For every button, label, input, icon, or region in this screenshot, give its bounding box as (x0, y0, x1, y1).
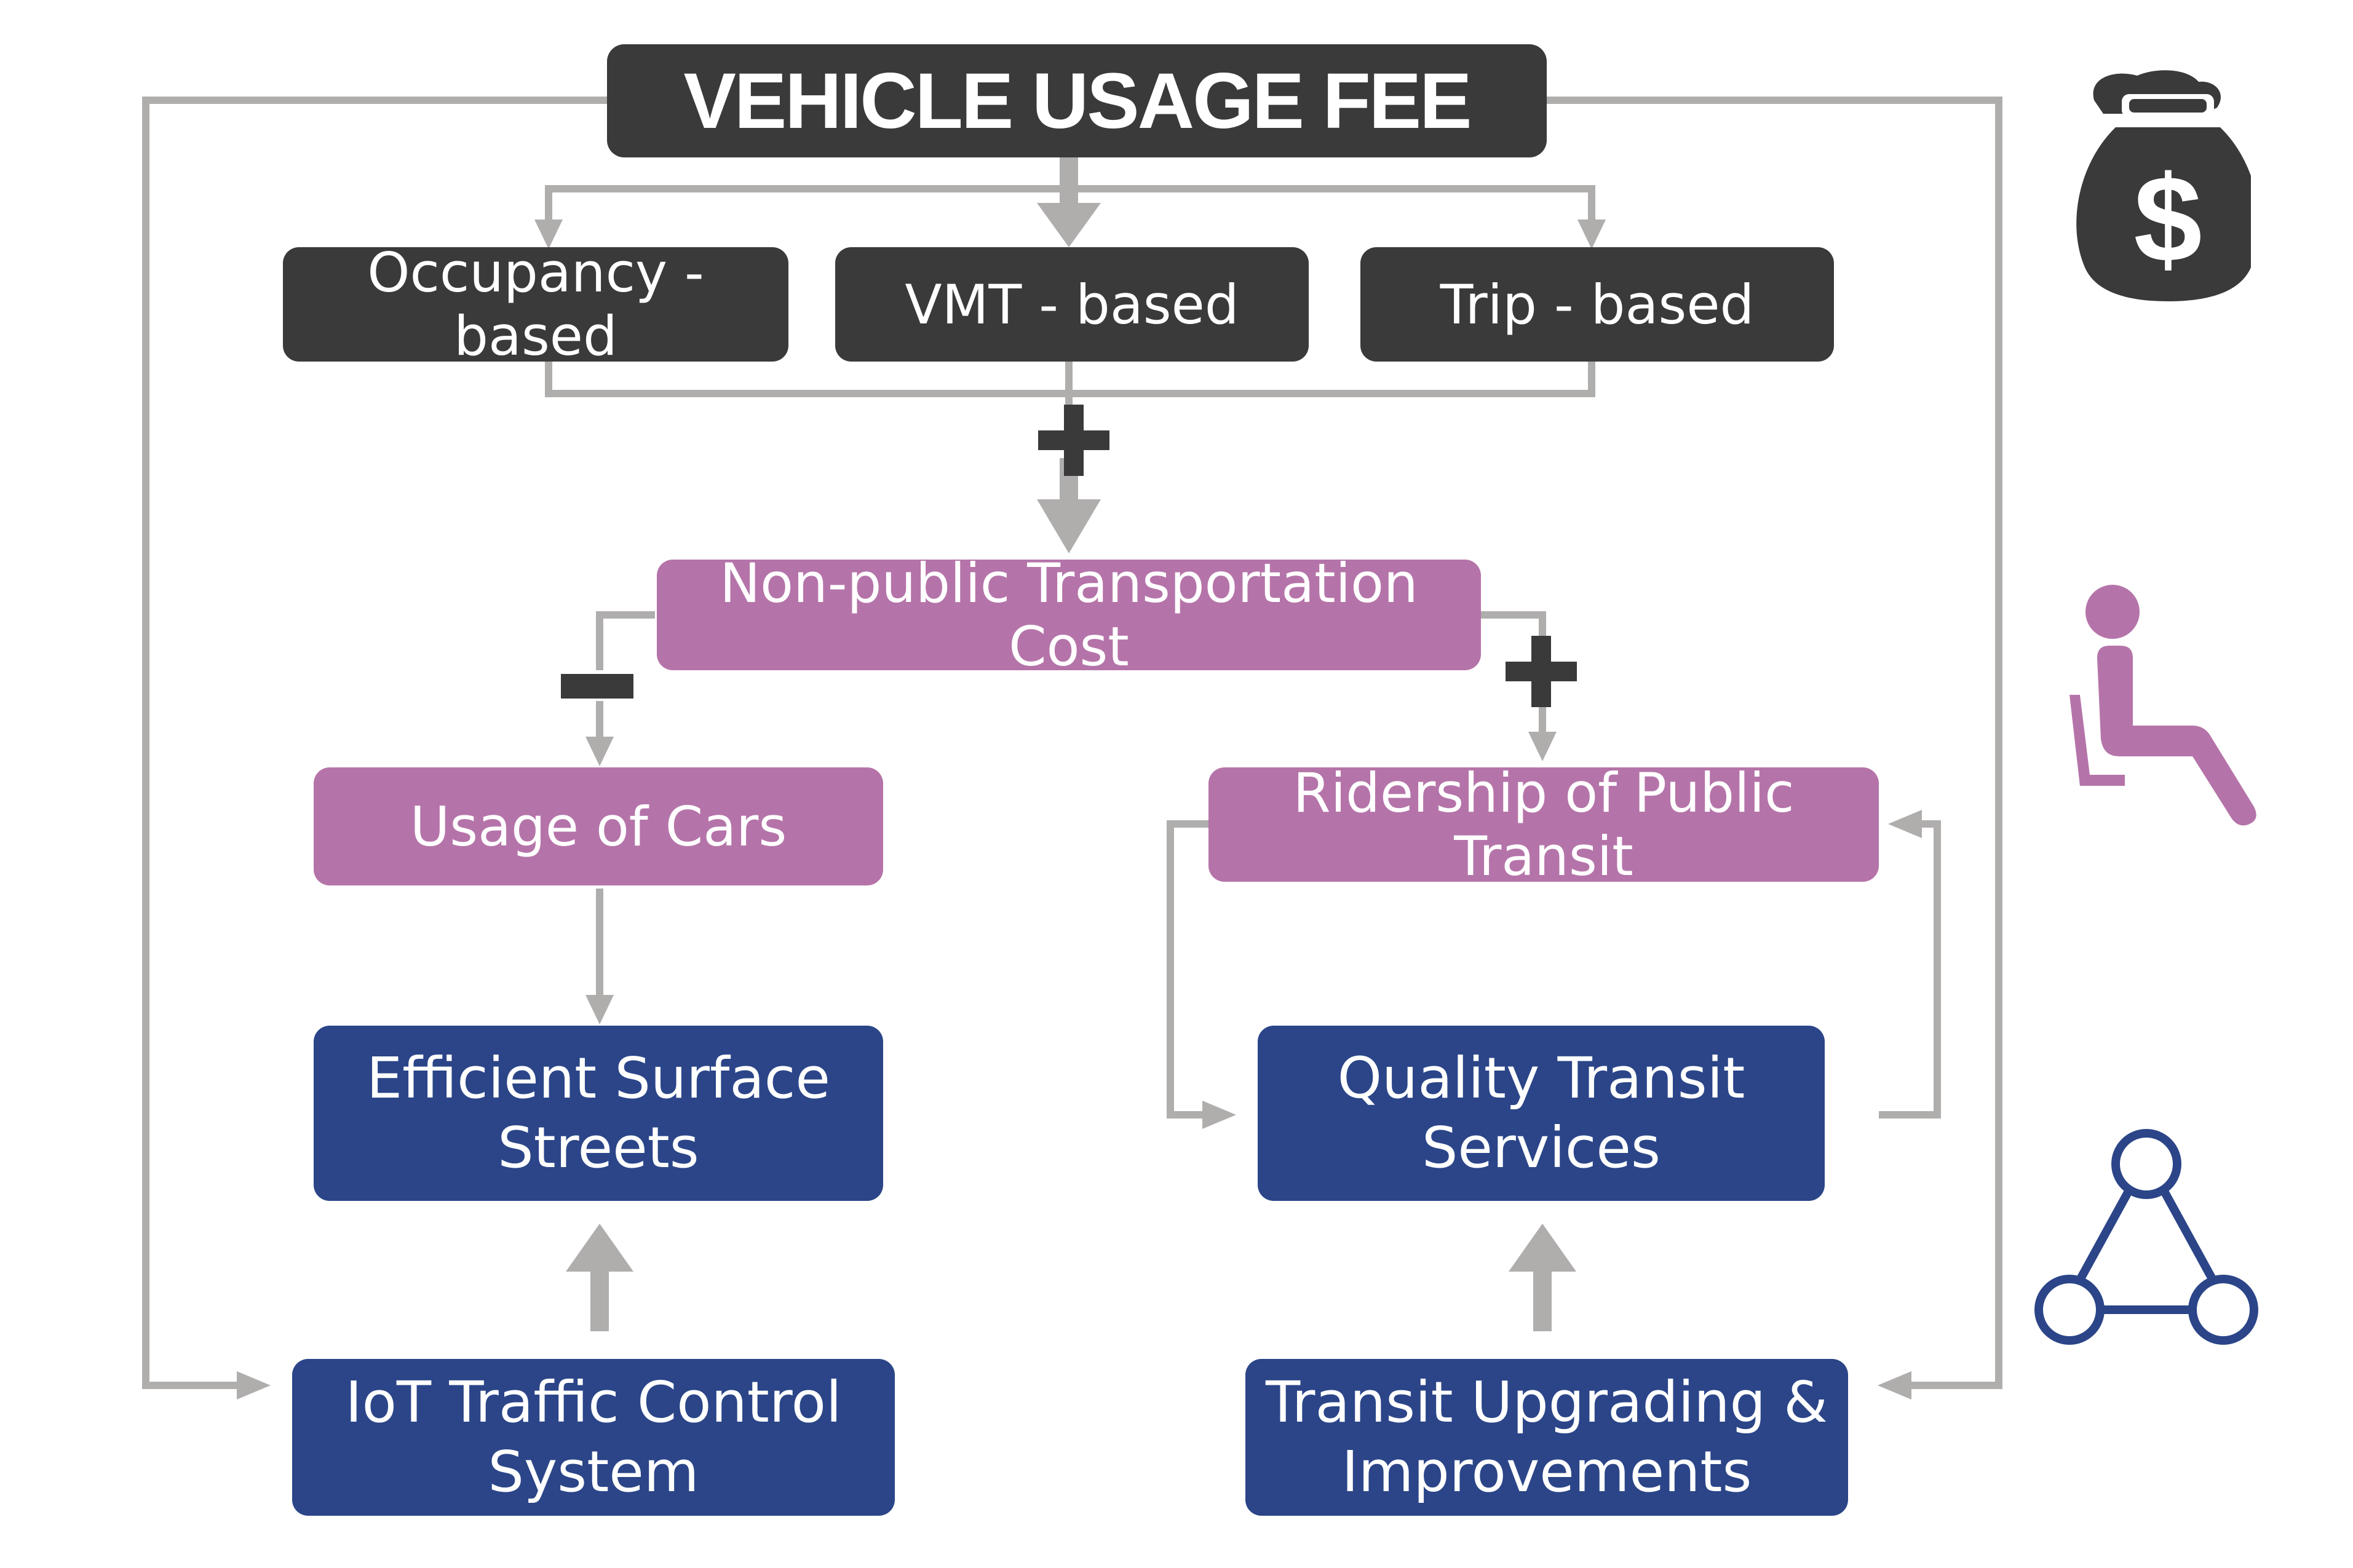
fee-type-occupancy: Occupancy - based (283, 241, 788, 368)
transit-ridership-node: Ridership of Public Transit (1208, 761, 1879, 888)
transit-upgrades-node: Transit Upgrading & Improvements (1245, 1359, 1848, 1516)
fee-type-trip: Trip - based (1360, 247, 1834, 362)
quality-transit-label: Quality Transit Services (1337, 1045, 1745, 1181)
fee-type-occupancy-label: Occupancy - based (367, 241, 704, 368)
plus-operator-sum (1038, 405, 1109, 476)
plus-operator-transit (1506, 636, 1577, 707)
iot-traffic-label: IoT Traffic Control System (345, 1369, 842, 1505)
quality-transit-node: Quality Transit Services (1258, 1026, 1825, 1201)
minus-operator-cars (561, 674, 633, 699)
seated-passenger-icon (2069, 585, 2256, 826)
cost-node-label: Non-public Transportation Cost (720, 552, 1418, 678)
diagram-title: VEHICLE USAGE FEE (683, 57, 1472, 145)
usage-of-cars-label: Usage of Cars (410, 794, 787, 858)
transit-ridership-label: Ridership of Public Transit (1293, 761, 1795, 888)
fee-type-vmt: VMT - based (835, 247, 1309, 362)
network-icon (2034, 1129, 2258, 1345)
fee-type-vmt-label: VMT - based (905, 272, 1239, 336)
fee-type-trip-label: Trip - based (1440, 272, 1755, 336)
svg-text:$: $ (2133, 151, 2202, 288)
cost-node: Non-public Transportation Cost (657, 552, 1481, 678)
money-bag-icon: $ (2076, 70, 2251, 301)
usage-of-cars-node: Usage of Cars (314, 767, 883, 885)
transit-upgrades-label: Transit Upgrading & Improvements (1266, 1369, 1828, 1505)
iot-traffic-node: IoT Traffic Control System (292, 1359, 895, 1516)
efficient-streets-label: Efficient Surface Streets (367, 1045, 830, 1181)
title-box: VEHICLE USAGE FEE (607, 44, 1547, 157)
efficient-streets-node: Efficient Surface Streets (314, 1026, 883, 1201)
